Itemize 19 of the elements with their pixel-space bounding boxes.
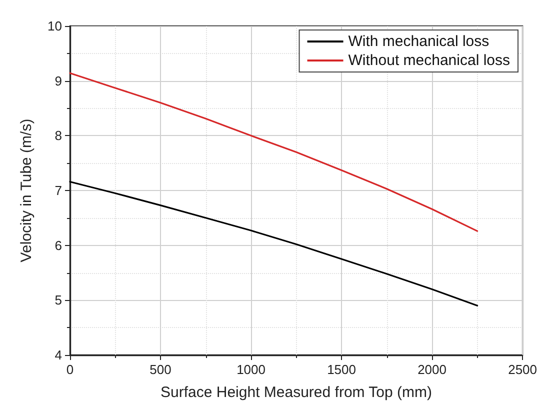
legend-label: With mechanical loss	[348, 33, 490, 50]
y-tick-label: 6	[54, 238, 62, 253]
line-series	[69, 180, 478, 306]
y-tick-label: 7	[54, 183, 62, 198]
x-tick-label: 500	[150, 362, 172, 377]
x-tick-label: 1500	[327, 362, 356, 377]
y-axis-title: Velocity in Tube (m/s)	[18, 118, 35, 262]
y-tick-label: 5	[54, 292, 62, 308]
x-axis-title: Surface Height Measured from Top (mm)	[160, 384, 432, 401]
y-tick-label: 10	[48, 18, 62, 34]
y-tick-label: 4	[54, 348, 62, 362]
y-tick-label: 9	[54, 73, 62, 88]
x-tick-label: 1000	[236, 362, 266, 377]
x-tick-label: 0	[66, 362, 74, 377]
legend-label: Without mechanical loss	[348, 52, 510, 69]
line-series	[69, 72, 478, 232]
y-tick-label: 8	[54, 128, 62, 144]
x-tick-label: 2500	[508, 362, 537, 377]
x-tick-label: 2000	[418, 362, 446, 377]
